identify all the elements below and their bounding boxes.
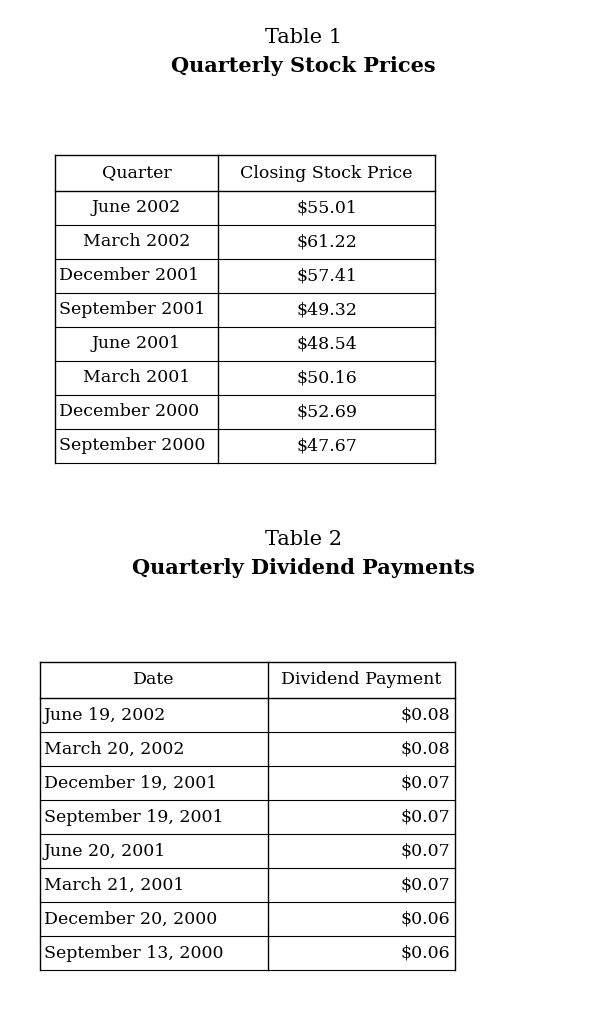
Text: September 2001: September 2001 <box>59 301 205 318</box>
Text: June 2001: June 2001 <box>92 336 181 352</box>
Text: $50.16: $50.16 <box>296 370 357 386</box>
Text: March 21, 2001: March 21, 2001 <box>44 877 185 894</box>
Text: Quarter: Quarter <box>101 165 171 181</box>
Text: $0.07: $0.07 <box>400 877 450 894</box>
Text: March 20, 2002: March 20, 2002 <box>44 740 185 758</box>
Text: $0.07: $0.07 <box>400 843 450 859</box>
Text: $0.06: $0.06 <box>401 944 450 962</box>
Text: Dividend Payment: Dividend Payment <box>282 672 442 688</box>
Text: December 19, 2001: December 19, 2001 <box>44 774 217 792</box>
Text: December 2000: December 2000 <box>59 403 199 421</box>
Text: $52.69: $52.69 <box>296 403 357 421</box>
Text: December 20, 2000: December 20, 2000 <box>44 910 217 928</box>
Text: Date: Date <box>134 672 175 688</box>
Text: Table 2: Table 2 <box>265 530 342 549</box>
Text: $55.01: $55.01 <box>296 200 357 216</box>
Text: June 2002: June 2002 <box>92 200 181 216</box>
Text: Table 1: Table 1 <box>265 28 342 47</box>
Text: $0.07: $0.07 <box>400 809 450 825</box>
Text: September 19, 2001: September 19, 2001 <box>44 809 223 825</box>
Text: $47.67: $47.67 <box>296 437 357 455</box>
Text: $48.54: $48.54 <box>296 336 357 352</box>
Text: June 20, 2001: June 20, 2001 <box>44 843 166 859</box>
Text: June 19, 2002: June 19, 2002 <box>44 707 166 724</box>
Text: Closing Stock Price: Closing Stock Price <box>240 165 413 181</box>
Text: March 2001: March 2001 <box>83 370 190 386</box>
Text: Quarterly Stock Prices: Quarterly Stock Prices <box>171 56 436 76</box>
Text: December 2001: December 2001 <box>59 267 199 285</box>
Text: September 2000: September 2000 <box>59 437 205 455</box>
Text: September 13, 2000: September 13, 2000 <box>44 944 223 962</box>
Text: $57.41: $57.41 <box>296 267 357 285</box>
Text: March 2002: March 2002 <box>83 233 190 251</box>
Text: $0.08: $0.08 <box>401 707 450 724</box>
Text: Quarterly Dividend Payments: Quarterly Dividend Payments <box>132 558 475 578</box>
Text: $0.07: $0.07 <box>400 774 450 792</box>
Text: $0.08: $0.08 <box>401 740 450 758</box>
Text: $61.22: $61.22 <box>296 233 357 251</box>
Text: $0.06: $0.06 <box>401 910 450 928</box>
Text: $49.32: $49.32 <box>296 301 357 318</box>
